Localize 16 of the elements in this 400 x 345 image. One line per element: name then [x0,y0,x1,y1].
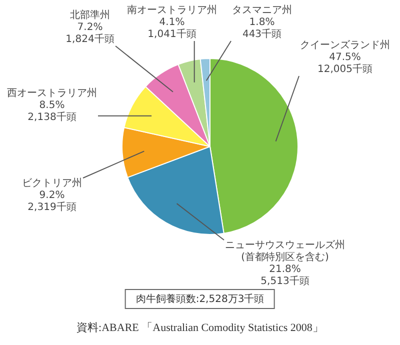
slice-label: ニューサウスウェールズ州 (首都特別区を含む) [225,240,345,263]
data-label: 47.5% 12,005千頭 [318,52,372,75]
slice-label: 南オーストラリア州 [127,5,217,16]
data-label: 9.2% 2,319千頭 [28,190,76,213]
text: 肉牛飼養頭数:2,528万3千頭 [124,289,276,309]
text: 資料:ABARE 「Australian Comodity Statistics 2008」 [76,321,324,335]
slice-label: クイーンズランド州 [300,40,390,51]
data-label: 8.5% 2,138千頭 [28,100,76,123]
slice-label: 北部準州 [70,10,110,21]
data-label: 21.8% 5,513千頭 [260,264,310,287]
slice-label: ビクトリア州 [22,178,82,189]
slice-label: 西オーストラリア州 [7,88,97,99]
data-label: 7.2% 1,824千頭 [66,22,114,45]
data-label: 4.1% 1,041千頭 [148,17,196,40]
slice-label: タスマニア州 [232,5,292,16]
data-label: 1.8% 443千頭 [242,17,282,40]
